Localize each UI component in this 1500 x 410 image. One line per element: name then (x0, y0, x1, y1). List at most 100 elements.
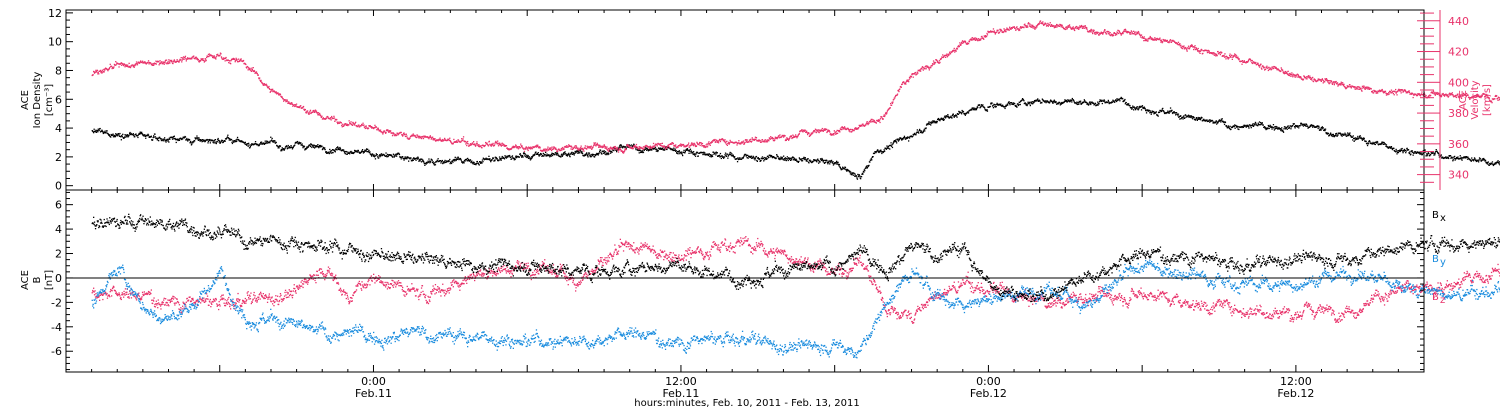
data-point (798, 160, 800, 163)
data-point (624, 146, 626, 148)
data-point (419, 135, 421, 138)
data-point (799, 158, 801, 160)
data-point (707, 154, 710, 157)
data-point (501, 157, 503, 159)
data-point (1482, 158, 1484, 160)
data-point (220, 141, 222, 143)
data-point (589, 155, 591, 157)
data-point (1346, 135, 1348, 137)
data-point (1129, 104, 1131, 107)
data-point (1284, 128, 1287, 130)
data-point (439, 160, 442, 162)
data-point (1169, 111, 1171, 113)
data-point (691, 151, 693, 153)
data-point (713, 153, 715, 155)
data-point (1388, 147, 1390, 149)
data-point (188, 139, 191, 141)
data-point (467, 140, 469, 143)
data-point (433, 163, 435, 165)
data-point (546, 153, 548, 155)
data-point (439, 139, 442, 141)
data-point (209, 138, 211, 141)
data-point (805, 158, 807, 160)
data-point (461, 161, 463, 163)
data-point (1273, 127, 1275, 129)
data-point (1430, 154, 1432, 156)
data-point (972, 108, 974, 110)
data-point (783, 155, 785, 157)
data-point (198, 61, 200, 63)
data-point (863, 171, 865, 173)
data-point (165, 62, 167, 64)
data-point (301, 143, 303, 145)
data-point (321, 115, 323, 117)
data-point (892, 142, 894, 144)
data-point (817, 158, 819, 160)
data-point (368, 152, 371, 154)
data-point (159, 62, 161, 64)
data-point (138, 132, 140, 135)
data-point (874, 151, 877, 153)
data-point (152, 139, 154, 141)
data-point (1318, 126, 1320, 128)
data-point (598, 153, 600, 155)
data-point (605, 154, 607, 156)
data-point (865, 166, 867, 168)
data-point (1264, 126, 1266, 128)
data-point (1186, 116, 1188, 118)
data-point (689, 150, 691, 153)
data-point (1299, 125, 1301, 127)
data-point (368, 149, 370, 152)
data-point (1007, 102, 1009, 104)
data-point (1361, 138, 1363, 140)
data-point (189, 142, 191, 144)
data-point (729, 153, 731, 155)
data-point (877, 149, 879, 151)
data-point (975, 107, 977, 110)
data-point (1362, 137, 1364, 139)
data-point (1418, 152, 1420, 154)
data-point (197, 139, 199, 141)
data-point (417, 135, 419, 137)
data-point (129, 66, 132, 69)
data-point (141, 61, 143, 63)
data-point (837, 163, 840, 165)
data-point (1385, 144, 1388, 146)
data-point (325, 118, 327, 120)
data-point (1249, 124, 1251, 126)
data-point (530, 157, 532, 159)
data-point (676, 152, 678, 154)
data-point (431, 159, 433, 162)
data-point (359, 126, 361, 128)
data-point (1142, 107, 1144, 109)
data-point (647, 149, 649, 151)
data-point (471, 143, 473, 145)
data-point (1395, 151, 1397, 153)
data-point (333, 117, 336, 119)
data-point (763, 156, 765, 159)
data-point (1107, 99, 1109, 102)
data-point (491, 159, 493, 161)
data-point (722, 156, 724, 158)
data-point (280, 148, 282, 151)
data-point (1124, 103, 1126, 105)
data-point (1201, 117, 1203, 119)
data-point (822, 161, 824, 163)
data-point (446, 139, 449, 141)
data-point (198, 138, 200, 140)
data-point (1138, 107, 1140, 109)
data-point (1401, 149, 1403, 151)
data-point (137, 136, 139, 139)
data-point (755, 155, 758, 158)
data-point (235, 57, 237, 59)
data-point (449, 139, 451, 142)
data-point (1384, 143, 1387, 145)
data-point (478, 145, 480, 148)
data-point (1282, 129, 1284, 131)
data-point (309, 145, 312, 148)
data-point (783, 157, 786, 160)
data-point (1191, 115, 1193, 118)
data-point (897, 140, 900, 142)
data-point (714, 152, 716, 154)
data-point (98, 129, 100, 132)
